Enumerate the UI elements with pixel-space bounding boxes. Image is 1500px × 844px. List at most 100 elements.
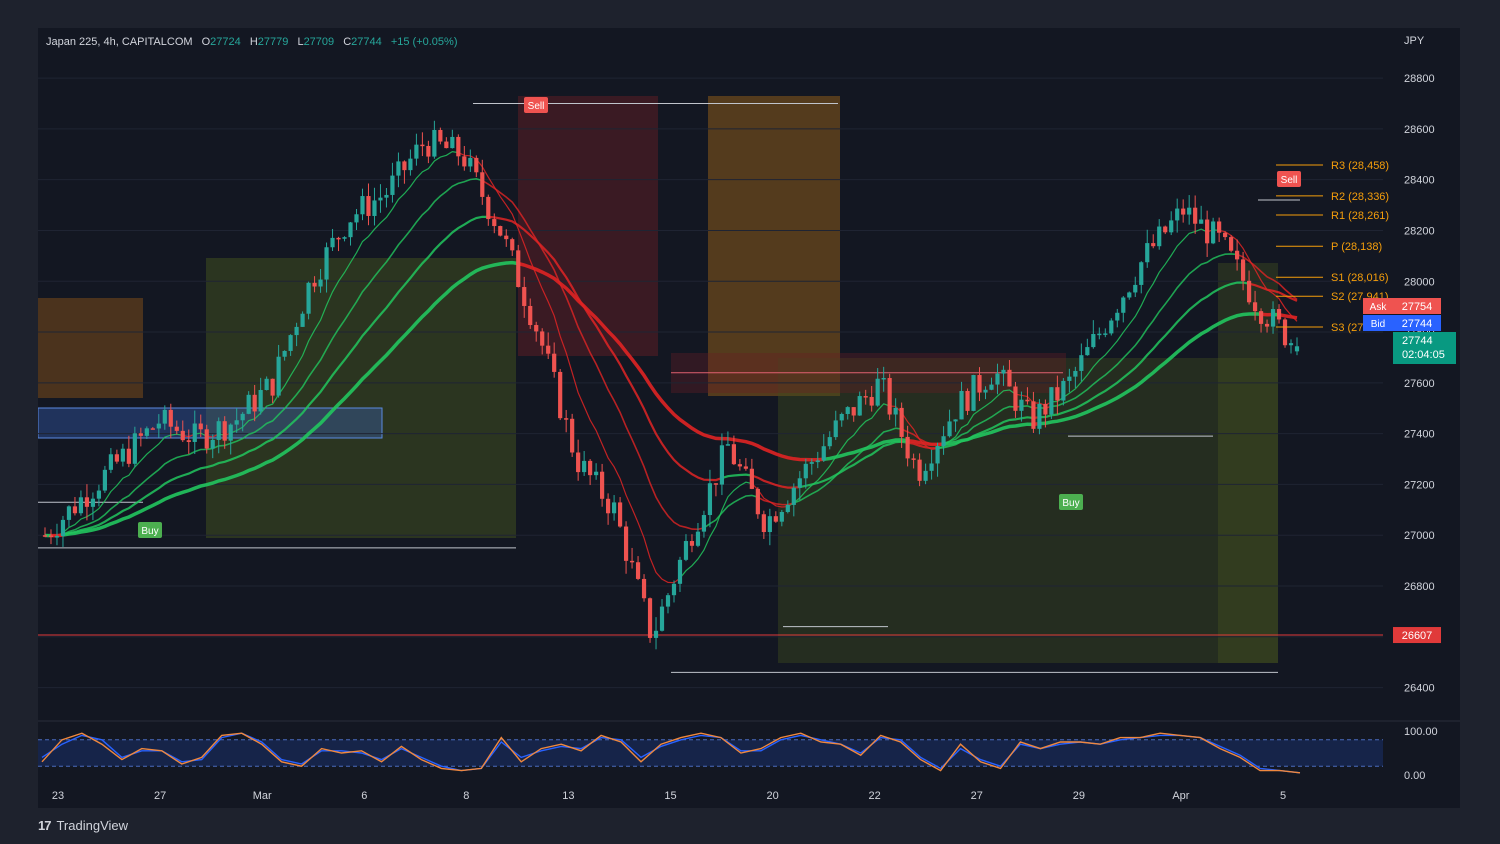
candle-body [72,506,78,514]
price-chart[interactable]: R3 (28,458) R2 (28,336) R1 (28,261) P (28,1… [37,28,1460,808]
candle-body [1133,284,1138,293]
pivot-levels: R3 (28,458) R2 (28,336) R1 (28,261) P (28,1… [1276,160,1389,334]
candle-body [576,452,581,473]
candle-body [845,407,850,414]
candle-body [1091,333,1096,348]
zone-bullish-1 [206,258,516,538]
candle-body [480,172,485,197]
candle-body [1175,208,1180,221]
price-tags: 26607 Ask 27754 Bid 27744 27744 02:04:05 [1363,298,1456,644]
candle-body [761,514,766,533]
candle-body [318,279,323,287]
candle-body [450,136,455,149]
candle-body [635,562,641,579]
ema-fast-line [62,433,183,534]
candle-body [1007,369,1012,387]
candle-body [869,396,874,406]
candle-body [288,335,293,351]
candle-body [294,326,299,336]
candle-body [623,526,629,561]
candle-body [540,331,545,346]
ema-slow-line [907,441,938,450]
low-label: L [297,36,303,48]
candle-body [174,426,179,431]
candle-body [360,196,365,215]
ema-slow-line [937,416,1034,450]
candle-body [408,158,413,171]
candle-body [558,371,563,419]
candle-body [677,559,683,584]
signal-labels: Buy Sell Sell Buy [138,97,1301,538]
candle-body [234,420,239,425]
x-tick-label: 13 [562,790,574,802]
y-tick-label: 27400 [1404,429,1435,441]
ema-mid-line [1051,253,1238,408]
ask-label: Ask [1370,302,1388,313]
candle-body [1001,369,1006,374]
chart-legend: Japan 225, 4h, CAPITALCOM O27724 H27779 … [46,35,1425,48]
y-tick-label: 28600 [1404,124,1435,136]
zone-bearish-1 [38,298,143,398]
candle-body [1085,347,1090,356]
candle-body [791,487,796,505]
candle-body [516,250,521,288]
candle-body [546,345,551,354]
candle-body [132,433,137,464]
candle-body [402,161,407,171]
time-axis[interactable]: 23 27 Mar 6 8 13 15 20 22 27 29 Apr 5 [52,790,1286,802]
candle-body [653,630,659,638]
candle-body [911,458,916,460]
candle-body [534,325,539,332]
candle-body [1019,399,1024,411]
candle-body [1151,243,1156,247]
candle-body [737,464,742,467]
candle-body [336,237,341,240]
price-axis[interactable]: 2640026600268002700027200274002760027800… [1404,73,1435,695]
candle-body [821,446,826,461]
candle-body [456,136,461,157]
candle-body [126,448,131,464]
candle-body [773,516,778,522]
candle-body [1223,232,1228,238]
candle-body [1211,221,1216,244]
ema-fast-line [679,481,753,579]
candle-body [1031,401,1036,429]
tradingview-logo[interactable]: 17 TradingView [38,818,128,833]
y-tick-label: 28800 [1404,73,1435,85]
candle-body [60,519,66,537]
candle-body [1103,333,1108,335]
candle-body [839,413,844,421]
candle-body [348,222,353,238]
zone-bearish-3 [708,96,840,396]
candle-body [959,390,964,420]
y-tick-label: 28000 [1404,276,1435,288]
svg-text:Japan 225, 4h, CAPITALCOM: Japan 225, 4h, CAPITALCOM O27724 H27779 … [46,36,457,48]
candle-body [749,468,754,489]
candle-body [971,375,976,411]
ema-slow-line [62,215,489,536]
candle-body [647,598,653,638]
pivot-label: S3 (27 [1331,322,1363,334]
candle-body [66,506,72,520]
last-price-tag [1393,332,1456,364]
candle-body [989,384,994,390]
candle-body [725,444,731,446]
chart-frame[interactable]: R3 (28,458) R2 (28,336) R1 (28,261) P (28,1… [37,28,1460,808]
candle-body [1163,226,1168,233]
candle-body [1055,387,1060,401]
ema-mid-line [1236,253,1298,301]
x-tick-label: 23 [52,790,64,802]
candle-body [1037,403,1042,429]
signal-zones [37,96,1278,663]
candle-body [707,483,713,516]
candle-body [1067,376,1072,381]
x-tick-label: 29 [1073,790,1085,802]
candle-body [947,421,952,437]
candle-body [1025,399,1030,402]
ema-trend-line [517,261,824,462]
candle-body [1121,297,1126,313]
tradingview-logo-icon: 17 [38,818,52,833]
candle-body [809,462,814,464]
candle-body [300,313,305,327]
ema-mid-line [481,179,705,531]
